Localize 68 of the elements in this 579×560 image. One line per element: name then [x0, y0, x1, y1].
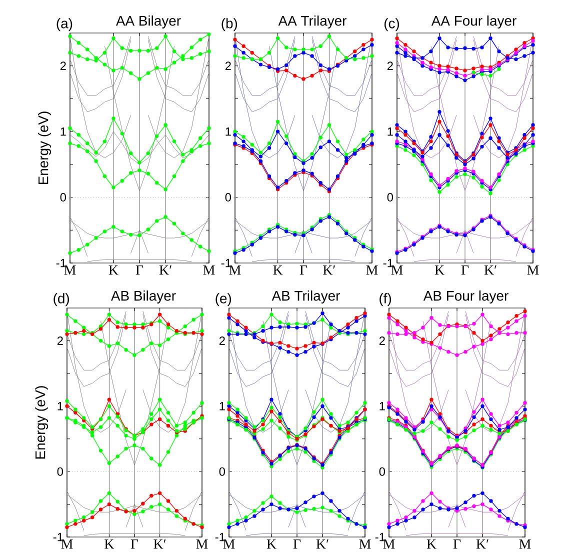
y-tick-label: 0 [379, 467, 386, 476]
chart-title: AB Trilayer [272, 290, 340, 304]
chart-title: AA Trilayer [278, 15, 347, 28]
x-tick-label: M [64, 266, 76, 275]
x-tick-label: Γ [130, 540, 138, 549]
y-tick-label: 2 [60, 62, 66, 70]
y-tick-label: 1 [60, 127, 66, 136]
y-tick-label: 1 [380, 402, 385, 410]
y-tick-label: -1 [215, 532, 225, 542]
text: (e) [216, 293, 232, 306]
x-tick-label: Γ [453, 540, 461, 549]
x-tick-label: M [366, 266, 378, 275]
x-tick-label: K [426, 540, 436, 549]
y-tick-label: 2 [57, 336, 63, 345]
y-tick-label: 1 [58, 402, 63, 410]
text: (f) [380, 293, 392, 306]
x-tick-label: M [527, 266, 539, 275]
x-tick-label: K′ [316, 540, 328, 549]
y-tick-label: 0 [219, 467, 226, 476]
y-tick-label: 0 [60, 193, 66, 202]
y-tick-label: -1 [56, 258, 66, 268]
y-axis-title: Energy (eV) [38, 112, 52, 184]
x-tick-label: Γ [293, 540, 301, 549]
x-tick-label: M [359, 540, 371, 549]
y-tick-label: 1 [220, 402, 225, 410]
x-tick-label: Γ [300, 266, 308, 275]
y-tick-label: 0 [57, 467, 64, 476]
x-tick-label: K [434, 266, 444, 275]
x-tick-label: M [229, 266, 241, 275]
y-tick-label: 1 [388, 127, 393, 136]
x-tick-label: K [273, 266, 283, 275]
chart-title: AA Bilayer [116, 15, 181, 28]
x-tick-label: K′ [323, 266, 336, 275]
y-tick-label: 0 [387, 193, 394, 202]
y-tick-label: -1 [383, 258, 393, 268]
y-tick-label: 2 [225, 62, 231, 70]
text: (d) [54, 293, 69, 306]
chart-title: AB Four layer [423, 290, 508, 304]
x-tick-label: K′ [154, 540, 166, 549]
y-tick-label: 2 [219, 336, 225, 345]
y-tick-label: 0 [225, 193, 232, 202]
chart-title: AB Bilayer [110, 290, 176, 304]
x-tick-label: M [61, 540, 73, 549]
x-tick-label: Γ [461, 266, 469, 275]
x-tick-label: M [196, 540, 208, 549]
y-axis-title: Energy (eV) [35, 386, 48, 459]
y-tick-label: -1 [53, 532, 63, 542]
x-tick-label: K′ [476, 540, 488, 549]
y-tick-label: 2 [387, 62, 393, 70]
text: (b) [222, 18, 238, 32]
x-tick-label: K [104, 540, 114, 549]
y-tick-label: -1 [221, 258, 231, 268]
x-tick-label: K [266, 540, 276, 549]
x-tick-label: M [519, 540, 531, 549]
y-tick-label: 1 [226, 127, 231, 136]
x-tick-label: M [203, 266, 215, 275]
text: (a) [56, 18, 72, 32]
chart-title: AA Four layer [431, 15, 516, 28]
text: (c) [384, 18, 400, 32]
y-tick-label: -1 [375, 532, 385, 542]
x-tick-label: K [108, 266, 118, 275]
x-tick-label: M [223, 540, 235, 549]
x-tick-label: K′ [484, 266, 496, 275]
x-tick-label: Γ [136, 266, 144, 275]
x-tick-label: M [383, 540, 395, 549]
x-tick-label: M [391, 266, 403, 275]
x-tick-label: K′ [159, 266, 172, 275]
y-tick-label: 2 [379, 336, 385, 345]
